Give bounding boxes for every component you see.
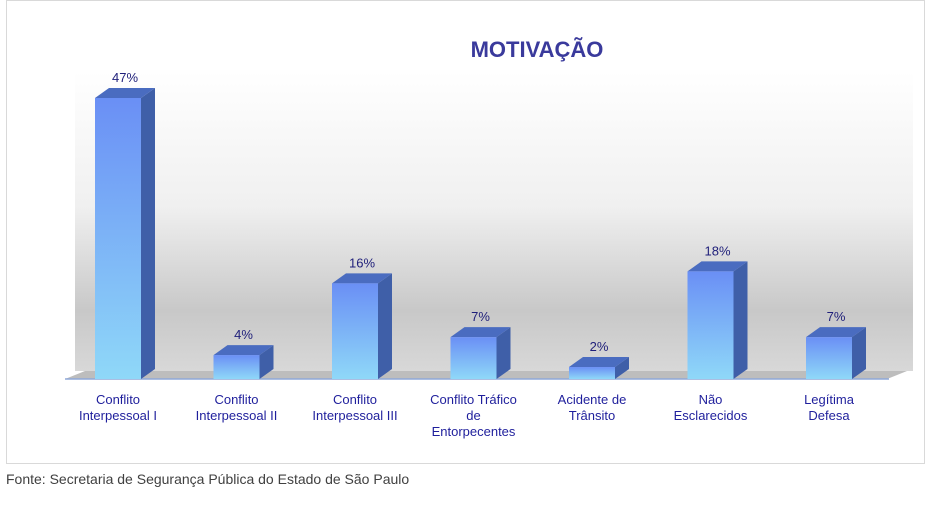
category-label-line: Acidente de: [557, 392, 627, 407]
category-label-line: Interpessoal I: [78, 408, 158, 423]
category-label: Acidente de Trânsito: [533, 392, 651, 424]
category-label-line: Esclarecidos: [673, 408, 748, 423]
bar: [450, 327, 511, 379]
bar: [687, 261, 748, 379]
bar-front: [687, 271, 734, 379]
source-caption: Fonte: Secretaria de Segurança Pública d…: [6, 471, 410, 487]
data-label: 2%: [590, 339, 609, 354]
bar-front: [95, 98, 141, 379]
bar-side: [378, 273, 392, 379]
bar-front: [806, 337, 852, 379]
category-label-line: Não: [698, 392, 723, 407]
bar: [213, 345, 274, 379]
category-label: Conflito Interpessoal II: [178, 392, 296, 424]
bar: [332, 273, 392, 379]
bar-front: [569, 367, 615, 379]
bar-top: [95, 88, 155, 98]
bar-top: [569, 357, 629, 368]
category-label-line: Conflito: [332, 392, 378, 407]
data-label: 47%: [112, 70, 138, 85]
bar-top: [332, 273, 392, 284]
bar-top: [687, 261, 748, 272]
bar-side: [259, 345, 274, 379]
bar-side: [852, 327, 866, 379]
category-label: Conflito Interpessoal III: [296, 392, 414, 424]
category-label: Conflito Tráfico de Entorpecentes: [415, 392, 533, 440]
bar-side: [496, 327, 511, 379]
bar-top: [806, 327, 866, 338]
bar: [806, 327, 866, 379]
category-label-line: Interpessoal II: [195, 408, 278, 423]
bar-front: [213, 355, 260, 379]
bar-side: [733, 261, 748, 379]
bar: [95, 88, 155, 379]
category-label: Conflito Interpessoal I: [59, 392, 177, 424]
bar-front: [332, 283, 378, 379]
chart-plot: 47% 4% 16% 7% 2% 18% 7%: [65, 70, 913, 380]
category-label-line: Conflito: [214, 392, 259, 407]
data-label: 18%: [704, 243, 730, 258]
category-label-line: Conflito: [95, 392, 141, 407]
category-label: Não Esclarecidos: [652, 392, 770, 424]
data-label: 4%: [234, 327, 253, 342]
category-label-line: de: [466, 408, 481, 423]
category-label-line: Defesa: [808, 408, 850, 423]
category-label-line: Trânsito: [568, 408, 616, 423]
data-label: 7%: [827, 309, 846, 324]
data-label: 7%: [471, 309, 490, 324]
category-label: Legítima Defesa: [770, 392, 888, 424]
chart-frame: 47% 4% 16% 7% 2% 18% 7% MOTIVAÇÃO Conflito Inte…: [6, 0, 925, 464]
bar: [569, 357, 629, 379]
bar-side: [615, 357, 629, 379]
category-label-line: Conflito Tráfico: [430, 392, 517, 407]
data-label: 16%: [349, 255, 375, 270]
plot-background: [75, 71, 913, 371]
chart-title: MOTIVAÇÃO: [470, 37, 604, 62]
category-label-line: Legítima: [804, 392, 854, 407]
bar-front: [450, 337, 497, 379]
bar-top: [450, 327, 511, 338]
bar-side: [141, 88, 155, 379]
category-label-line: Interpessoal III: [312, 408, 398, 423]
bar-top: [213, 345, 274, 356]
category-label-line: Entorpecentes: [431, 424, 516, 439]
